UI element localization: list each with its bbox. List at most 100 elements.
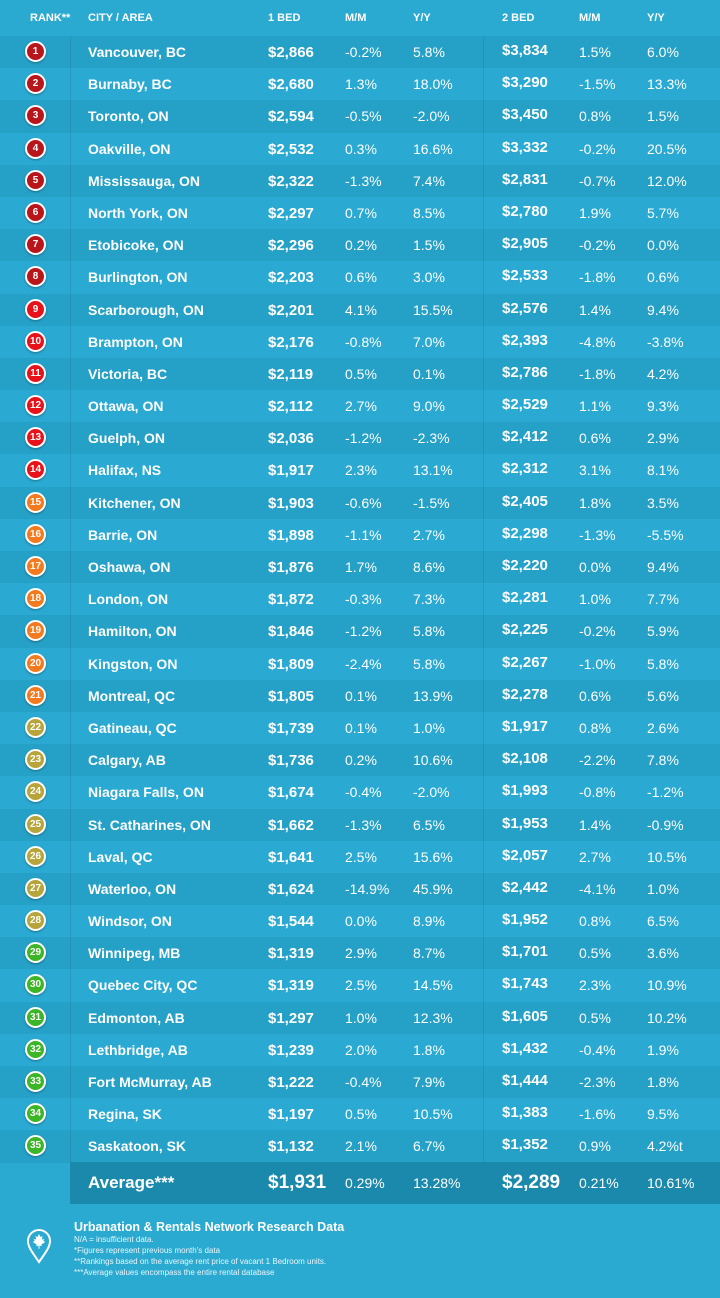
- yy-2bed: 1.9%: [647, 1041, 679, 1058]
- map-pin-maple-leaf-icon: [26, 1229, 52, 1264]
- city-name: St. Catharines, ON: [88, 816, 211, 833]
- table-row: 8 Burlington, ON $2,203 0.6% 3.0% $2,533 -1.8%…: [0, 261, 720, 294]
- yy-2bed: 2.6%: [647, 719, 679, 736]
- mm-2bed: -0.2%: [579, 237, 616, 254]
- yy-2bed: 0.0%: [647, 237, 679, 254]
- rank-badge: 11: [25, 362, 46, 384]
- yy-1bed: 12.3%: [413, 1009, 453, 1026]
- rent-2bed: $1,352: [502, 1136, 548, 1154]
- yy-2bed: -5.5%: [647, 526, 684, 543]
- table-row: 29 Winnipeg, MB $1,319 2.9% 8.7% $1,701 0.5% 3.…: [0, 937, 720, 970]
- yy-2bed: -0.9%: [647, 816, 684, 833]
- mm-2bed: 3.1%: [579, 462, 611, 479]
- rank-badge: 17: [25, 556, 46, 577]
- rent-2bed: $1,743: [502, 975, 548, 993]
- mm-2bed: 0.6%: [579, 687, 611, 704]
- city-name: Regina, SK: [88, 1106, 162, 1123]
- rent-2bed: $2,412: [502, 428, 548, 446]
- city-name: Oakville, ON: [88, 140, 171, 157]
- rent-2bed: $2,533: [502, 267, 548, 285]
- table-row: 35 Saskatoon, SK $1,132 2.1% 6.7% $1,352 0.9% 4…: [0, 1130, 720, 1163]
- yy-2bed: 0.6%: [647, 269, 679, 286]
- mm-1bed: -1.3%: [345, 172, 382, 189]
- table-row: 34 Regina, SK $1,197 0.5% 10.5% $1,383 -1.6% 9.…: [0, 1098, 720, 1131]
- yy-1bed: 6.7%: [413, 1138, 445, 1155]
- rank-badge: 15: [25, 491, 46, 513]
- yy-1bed: 10.5%: [413, 1106, 453, 1123]
- table-row: 19 Hamilton, ON $1,846 -1.2% 5.8% $2,225 -0.2%…: [0, 615, 720, 648]
- city-name: Burnaby, BC: [88, 76, 172, 93]
- rent-1bed: $2,036: [268, 430, 314, 448]
- mm-2bed: 1.8%: [579, 494, 611, 511]
- rent-1bed: $1,674: [268, 784, 314, 802]
- yy-2bed: 9.5%: [647, 1106, 679, 1123]
- rent-1bed: $1,239: [268, 1041, 314, 1059]
- mm-1bed: 0.1%: [345, 719, 377, 736]
- mm-1bed: 2.3%: [345, 462, 377, 479]
- mm-1bed: 0.0%: [345, 913, 377, 930]
- mm-1bed: 1.3%: [345, 76, 377, 93]
- city-name: Scarborough, ON: [88, 301, 204, 318]
- rent-2bed: $3,450: [502, 106, 548, 124]
- rent-2bed: $1,444: [502, 1072, 548, 1089]
- rent-2bed: $3,834: [502, 42, 548, 59]
- yy-1bed: 7.4%: [413, 172, 445, 189]
- city-name: Calgary, AB: [88, 752, 166, 769]
- table-row: 6 North York, ON $2,297 0.7% 8.5% $2,780 1.9% 5…: [0, 196, 720, 230]
- city-name: Barrie, ON: [88, 526, 158, 543]
- yy-2bed: 5.7%: [647, 204, 679, 221]
- city-name: Mississauga, ON: [88, 172, 201, 189]
- rent-1bed: $1,319: [268, 945, 314, 963]
- mm-2bed: -2.2%: [579, 752, 616, 769]
- rank-badge: 22: [25, 716, 46, 738]
- rent-1bed: $2,866: [268, 44, 314, 61]
- rent-1bed: $1,736: [268, 752, 314, 770]
- city-name: Guelph, ON: [88, 430, 165, 447]
- yy-2bed: 10.5%: [647, 848, 687, 865]
- table-row: 1 Vancouver, BC $2,866 -0.2% 5.8% $3,834 1.5% 6…: [0, 36, 720, 69]
- city-name: Quebec City, QC: [88, 977, 198, 994]
- mm-2bed: 0.6%: [579, 430, 611, 447]
- rank-badge: 27: [25, 877, 46, 899]
- rent-1bed: $1,809: [268, 655, 314, 673]
- rent-2bed: $2,281: [502, 589, 548, 607]
- yy-1bed: 18.0%: [413, 76, 453, 93]
- mm-2bed: 0.8%: [579, 719, 611, 736]
- yy-1bed: -2.0%: [413, 108, 450, 125]
- yy-2bed: 6.5%: [647, 913, 679, 930]
- rent-2bed: $2,442: [502, 878, 548, 896]
- rent-1bed: $2,297: [268, 204, 314, 222]
- rent-2bed: $1,383: [502, 1104, 548, 1122]
- mm-1bed: -0.4%: [345, 784, 382, 801]
- yy-2bed: -1.2%: [647, 784, 684, 801]
- yy-1bed: 15.6%: [413, 848, 453, 865]
- table-row: 27 Waterloo, ON $1,624 -14.9% 45.9% $2,442 -4.…: [0, 872, 720, 906]
- rank-badge: 4: [25, 137, 46, 159]
- mm-1bed: -0.2%: [345, 44, 382, 60]
- rent-1bed: $1,872: [268, 591, 314, 609]
- yy-2bed: 7.7%: [647, 591, 679, 608]
- yy-2bed: 3.5%: [647, 494, 679, 511]
- yy-2bed: 3.6%: [647, 945, 679, 962]
- city-name: Vancouver, BC: [88, 44, 187, 60]
- mm-1bed: 0.7%: [345, 204, 377, 221]
- rent-2bed: $2,576: [502, 299, 548, 317]
- yy-1bed: 15.5%: [413, 301, 453, 318]
- yy-1bed: 1.8%: [413, 1041, 445, 1058]
- mm-2bed: -1.5%: [579, 76, 616, 93]
- yy-2bed: -3.8%: [647, 333, 684, 350]
- rank-badge: 8: [25, 266, 46, 288]
- header-2bed: 2 BED: [502, 12, 535, 24]
- mm-1bed: 1.7%: [345, 559, 377, 575]
- mm-1bed: -1.2%: [345, 623, 382, 640]
- mm-2bed: -1.8%: [579, 269, 616, 286]
- rank-badge: 5: [25, 169, 46, 191]
- table-row: 7 Etobicoke, ON $2,296 0.2% 1.5% $2,905 -0.2% 0…: [0, 229, 720, 262]
- header-rank: RANK**: [30, 12, 71, 24]
- city-name: Gatineau, QC: [88, 719, 177, 736]
- yy-1bed: 1.5%: [413, 237, 445, 254]
- city-name: Windsor, ON: [88, 913, 172, 930]
- footer-title: Urbanation & Rentals Network Research Da…: [74, 1220, 345, 1234]
- yy-1bed: 8.9%: [413, 913, 445, 930]
- rent-1bed: $1,739: [268, 719, 314, 737]
